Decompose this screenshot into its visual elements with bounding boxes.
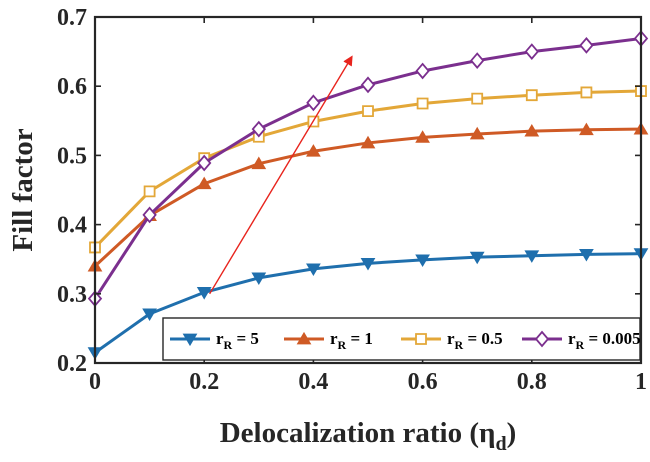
data-point xyxy=(469,126,485,140)
data-point xyxy=(579,36,594,54)
y-tick-label: 0.3 xyxy=(57,282,87,308)
data-point xyxy=(142,308,157,322)
data-point xyxy=(362,105,374,118)
data-point xyxy=(251,272,267,286)
legend-label-subscript: R xyxy=(338,338,347,352)
x-axis-label-close: ) xyxy=(507,417,517,449)
x-tick-label: 1 xyxy=(635,369,647,395)
plot-frame xyxy=(93,15,643,365)
y-tick-label: 0.7 xyxy=(57,5,87,31)
data-point xyxy=(143,185,156,198)
legend-entry: rR = 0.005 xyxy=(522,329,641,352)
annotation-arrow-layer xyxy=(209,55,353,295)
data-point xyxy=(196,287,212,300)
data-point xyxy=(524,43,539,60)
legend-label-subscript: R xyxy=(455,338,464,352)
legend-entry: rR = 0.5 xyxy=(401,329,503,352)
tick-layer: 0 0.2 0.4 0.6 0.8 10.20.30.40.50.60.7 xyxy=(57,5,647,395)
y-tick-label: 0.6 xyxy=(57,74,87,100)
trend-arrow xyxy=(209,55,353,295)
legend-entry: rR = 1 xyxy=(284,329,373,352)
data-point xyxy=(579,248,594,262)
legend-label: rR = 0.5 xyxy=(447,329,503,352)
x-tick-label: 0.4 xyxy=(298,369,328,395)
data-point xyxy=(471,92,484,105)
y-tick-label: 0.4 xyxy=(57,213,87,239)
data-point xyxy=(415,254,430,268)
data-point xyxy=(251,120,266,138)
series-3 xyxy=(87,30,649,308)
legend-marker xyxy=(182,333,198,347)
data-point xyxy=(525,89,538,102)
data-point xyxy=(197,154,212,172)
x-tick-label: 0.6 xyxy=(408,369,438,395)
x-axis-label: Delocalization ratio (ηd) xyxy=(220,417,517,455)
legend-label-rest: = 0.5 xyxy=(463,329,502,348)
data-point xyxy=(416,97,429,110)
data-point xyxy=(360,257,376,271)
series-layer xyxy=(87,30,649,360)
data-point xyxy=(524,124,540,137)
legend-entry: rR = 5 xyxy=(170,329,259,352)
legend: rR = 5 rR = 1 rR = 0.5 rR = 0.005 xyxy=(162,317,641,361)
data-point xyxy=(142,206,157,224)
data-point xyxy=(415,130,430,143)
legend-label-rest: = 5 xyxy=(232,329,259,348)
legend-label-rest: = 0.005 xyxy=(584,329,640,348)
legend-marker xyxy=(296,331,312,345)
series-1 xyxy=(87,121,649,272)
data-point xyxy=(306,144,321,157)
data-point xyxy=(470,52,485,69)
data-point xyxy=(580,86,593,99)
legend-label: rR = 5 xyxy=(216,329,259,352)
x-tick-label: 0.8 xyxy=(517,369,547,395)
legend-label: rR = 1 xyxy=(330,329,373,352)
legend-label-main: r xyxy=(216,329,224,348)
legend-label-main: r xyxy=(330,329,338,348)
x-axis-label-subscript: d xyxy=(496,433,507,455)
data-point xyxy=(524,250,540,263)
plot-background xyxy=(95,17,641,363)
data-point xyxy=(360,76,376,94)
y-tick-label: 0.2 xyxy=(57,351,87,377)
legend-label-subscript: R xyxy=(224,338,233,352)
data-point xyxy=(360,135,376,149)
x-axis-label-main: Delocalization ratio (η xyxy=(220,417,496,449)
data-point xyxy=(196,176,212,190)
legend-label-subscript: R xyxy=(576,338,585,352)
data-point xyxy=(469,251,485,265)
legend-label: rR = 0.005 xyxy=(568,329,641,352)
data-point xyxy=(415,62,430,80)
legend-marker xyxy=(534,330,550,348)
y-axis-label: Fill factor xyxy=(7,128,39,251)
legend-marker xyxy=(415,333,427,345)
data-point xyxy=(579,122,594,136)
legend-label-main: r xyxy=(447,329,455,348)
legend-label-main: r xyxy=(568,329,576,348)
legend-label-rest: = 1 xyxy=(346,329,373,348)
x-tick-label: 0 xyxy=(89,369,101,395)
y-tick-label: 0.5 xyxy=(57,143,87,169)
data-point xyxy=(251,156,267,170)
data-point xyxy=(306,94,321,112)
data-point xyxy=(306,263,321,277)
x-tick-label: 0.2 xyxy=(189,369,219,395)
